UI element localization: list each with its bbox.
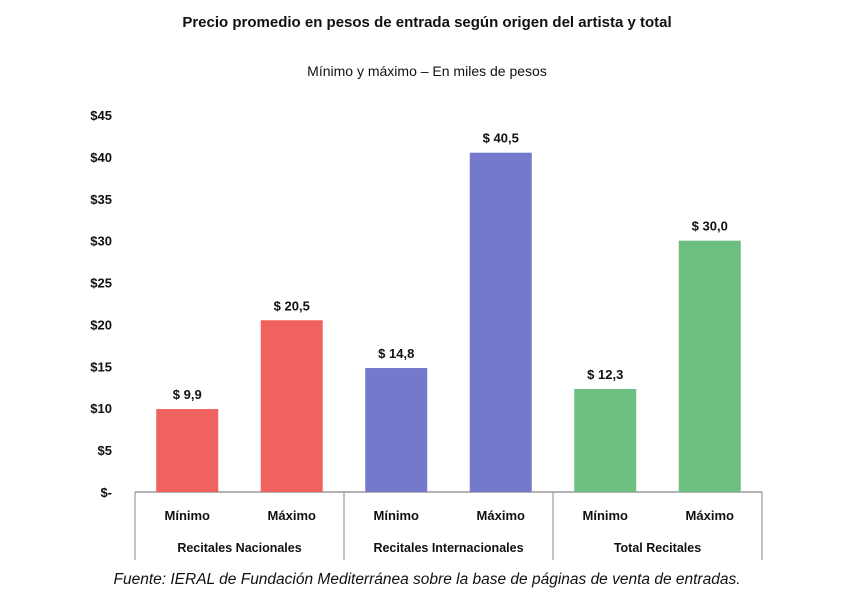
bar	[574, 388, 637, 492]
group-label: Total Recitales	[614, 541, 701, 555]
y-tick-label: $30	[90, 234, 112, 249]
data-label: $ 12,3	[587, 367, 623, 382]
y-tick-label: $40	[90, 150, 112, 165]
x-tick-label: Máximo	[686, 508, 734, 523]
group-label: Recitales Internacionales	[373, 541, 523, 555]
bar	[469, 152, 532, 492]
bar	[260, 320, 323, 492]
data-label: $ 40,5	[483, 131, 519, 146]
x-tick-label: Mínimo	[583, 508, 629, 523]
data-label: $ 30,0	[692, 219, 728, 234]
y-tick-label: $45	[90, 108, 112, 123]
bar	[156, 409, 219, 492]
bar	[678, 240, 741, 492]
x-tick-label: Máximo	[477, 508, 525, 523]
group-label: Recitales Nacionales	[177, 541, 301, 555]
chart-subtitle: Mínimo y máximo – En miles de pesos	[307, 63, 547, 79]
y-tick-label: $5	[98, 443, 112, 458]
bar	[365, 368, 428, 492]
chart-title: Precio promedio en pesos de entrada segú…	[182, 14, 671, 31]
y-tick-label: $20	[90, 317, 112, 332]
x-tick-label: Mínimo	[165, 508, 211, 523]
data-label: $ 9,9	[173, 387, 202, 402]
x-tick-label: Máximo	[268, 508, 316, 523]
y-tick-label: $25	[90, 276, 112, 291]
source-note: Fuente: IERAL de Fundación Mediterránea …	[113, 571, 740, 588]
y-tick-label: $35	[90, 192, 112, 207]
y-tick-label: $15	[90, 359, 112, 374]
x-tick-label: Mínimo	[374, 508, 420, 523]
data-label: $ 20,5	[274, 298, 310, 313]
data-label: $ 14,8	[378, 346, 414, 361]
y-tick-label: $10	[90, 401, 112, 416]
y-tick-label: $-	[100, 485, 112, 500]
